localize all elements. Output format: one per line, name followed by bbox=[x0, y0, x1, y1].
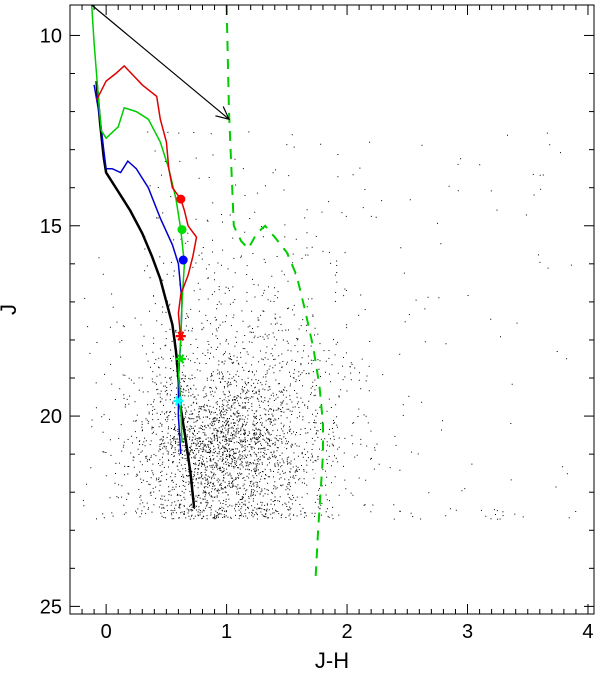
y-axis-label: J bbox=[0, 304, 21, 315]
x-tick-label: 2 bbox=[341, 621, 352, 643]
reddening-vector-arrowhead-1 bbox=[215, 106, 231, 121]
isochrone-lines bbox=[90, 4, 324, 576]
reddening-vector-2 bbox=[178, 358, 319, 478]
marker-circle-3 bbox=[178, 255, 188, 265]
markers bbox=[173, 194, 188, 406]
dashed-boundary-line bbox=[225, 4, 324, 576]
isochrone-line-4 bbox=[95, 64, 198, 341]
y-tick-label: 10 bbox=[40, 25, 62, 47]
reddening-vector-arrowhead-2 bbox=[304, 463, 320, 478]
scatter-cloud bbox=[82, 131, 577, 520]
axis-ticks: 0 1 2 3 4 10 15 20 25 bbox=[40, 5, 594, 643]
scatter-points bbox=[82, 131, 577, 520]
y-tick-label: 20 bbox=[40, 406, 62, 428]
marker-circle-2 bbox=[177, 225, 187, 235]
y-tick-label: 15 bbox=[40, 216, 62, 238]
isochrone-line-2 bbox=[93, 84, 183, 455]
x-tick-label: 4 bbox=[582, 621, 593, 643]
x-axis-label: J-H bbox=[315, 648, 349, 673]
marker-star-5 bbox=[175, 354, 186, 364]
plot-frame bbox=[69, 4, 595, 615]
x-tick-label: 0 bbox=[101, 621, 112, 643]
reddening-vector-1 bbox=[91, 4, 230, 120]
marker-star-6 bbox=[173, 395, 184, 406]
marker-star-4 bbox=[175, 331, 186, 342]
x-tick-label: 1 bbox=[221, 621, 232, 643]
x-tick-label: 3 bbox=[462, 621, 473, 643]
y-tick-label: 25 bbox=[40, 596, 62, 618]
marker-circle-1 bbox=[176, 194, 186, 204]
